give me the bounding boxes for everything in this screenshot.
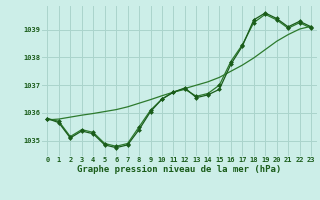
- X-axis label: Graphe pression niveau de la mer (hPa): Graphe pression niveau de la mer (hPa): [77, 165, 281, 174]
